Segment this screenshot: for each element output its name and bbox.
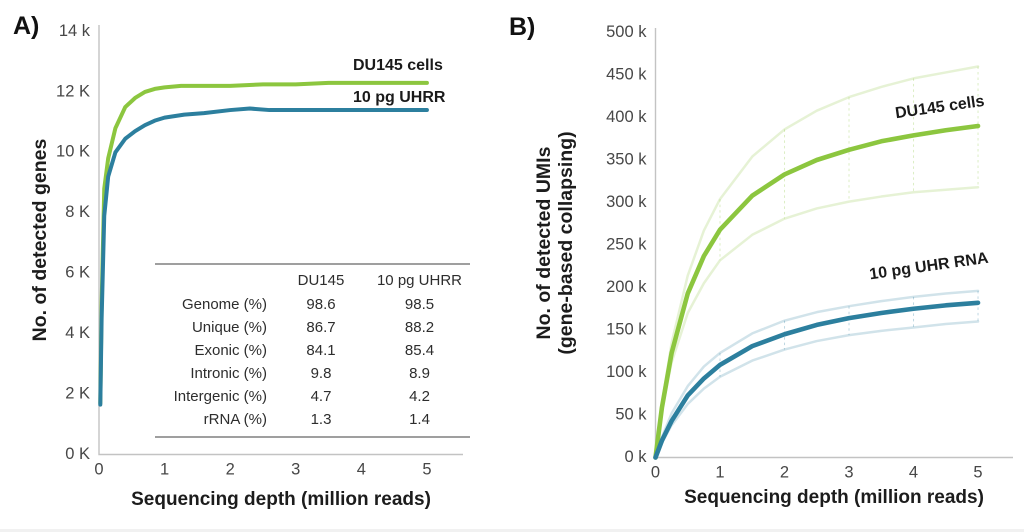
y-tick-label-panel-a: 4 K	[65, 324, 90, 342]
table-row: rRNA (%) 1.3 1.4	[155, 408, 470, 431]
series-du145-cells	[98, 80, 429, 406]
series-10-pg-uhrr	[98, 106, 429, 407]
table-row-label: Intronic (%)	[190, 365, 267, 382]
table-row-label: rRNA (%)	[203, 411, 267, 428]
axis-lines-panel-b	[654, 28, 1013, 459]
table-cell-du145: 86.7	[306, 319, 336, 336]
x-tick-label-panel-b: 2	[780, 464, 789, 482]
x-tick-label-panel-a: 3	[291, 461, 300, 479]
table-row: Genome (%) 98.6 98.5	[155, 293, 470, 316]
y-tick-label-panel-b: 500 k	[606, 23, 647, 41]
table-header-du145: DU145	[297, 271, 345, 289]
y-tick-label-panel-a: 10 K	[56, 143, 90, 161]
axis-lines-panel-a	[98, 25, 463, 456]
inset-table: DU145 10 pg UHRR Genome (%) 98.6 98.5 Un…	[155, 263, 470, 438]
table-cell-uhrr: 88.2	[404, 319, 435, 336]
x-tick-label-panel-b: 0	[651, 464, 660, 482]
y-tick-label-panel-a: 2 K	[65, 384, 90, 402]
panel-a-x-axis-title: Sequencing depth (million reads)	[131, 489, 431, 510]
y-tick-label-panel-b: 250 k	[606, 235, 647, 253]
table-cell-du145: 9.8	[310, 365, 332, 382]
y-tick-label-panel-a: 14 k	[59, 22, 91, 40]
y-tick-label-panel-a: 12 K	[56, 82, 90, 100]
table-row-label: Unique (%)	[191, 319, 267, 336]
panel-b-y-axis-title-line2: (gene-based collapsing)	[555, 131, 577, 355]
table-row-label: Exonic (%)	[194, 342, 267, 359]
y-tick-label-panel-b: 150 k	[606, 320, 647, 338]
panel-a-letter: A)	[13, 12, 40, 40]
x-tick-label-panel-b: 4	[909, 464, 918, 482]
panel-a-curve-label-du145: DU145 cells	[353, 57, 443, 74]
table-row: Intergenic (%) 4.7 4.2	[155, 385, 470, 408]
y-tick-label-panel-b: 450 k	[606, 65, 647, 83]
y-tick-label-panel-a: 8 K	[65, 203, 90, 221]
table-cell-uhrr: 85.4	[404, 342, 435, 359]
panel-a-y-axis-title: No. of detected genes	[29, 138, 51, 342]
series-10-pg-uhr-rna-lower-band	[654, 320, 980, 459]
x-tick-label-panel-a: 2	[226, 461, 235, 479]
table-cell-uhrr: 8.9	[409, 365, 430, 382]
table-cell-uhrr: 1.4	[409, 411, 430, 428]
x-tick-label-panel-a: 0	[94, 461, 103, 479]
series-du145-cells	[653, 123, 981, 460]
x-tick-label-panel-b: 3	[844, 464, 853, 482]
panel-a-curve-label-uhrr: 10 pg UHRR	[353, 89, 446, 106]
x-tick-label-panel-b: 1	[715, 464, 724, 482]
table-row: Unique (%) 86.7 88.2	[155, 316, 470, 339]
x-tick-label-panel-a: 1	[160, 461, 169, 479]
series-10-pg-uhr-rna	[653, 300, 981, 460]
y-tick-label-panel-b: 300 k	[606, 193, 647, 211]
table-row: Exonic (%) 84.1 85.4	[155, 339, 470, 362]
y-tick-label-panel-b: 50 k	[615, 405, 647, 423]
y-tick-label-panel-a: 6 K	[65, 264, 90, 282]
series-du145-cells-lower-band	[654, 185, 980, 459]
y-tick-label-panel-b: 200 k	[606, 278, 647, 296]
table-cell-du145: 98.6	[306, 296, 336, 313]
table-row-label: Genome (%)	[181, 296, 267, 313]
y-tick-label-panel-a: 0 K	[65, 445, 90, 463]
table-header-row: DU145 10 pg UHRR	[155, 265, 470, 293]
panel-b-letter: B)	[509, 13, 536, 41]
series-10-pg-uhr-rna-upper-band	[654, 289, 980, 459]
table-cell-du145: 1.3	[310, 411, 332, 428]
y-tick-label-panel-b: 400 k	[606, 108, 647, 126]
table-row-label: Intergenic (%)	[173, 388, 267, 405]
table-row: Intronic (%) 9.8 8.9	[155, 362, 470, 385]
y-tick-label-panel-b: 350 k	[606, 150, 647, 168]
table-cell-uhrr: 98.5	[404, 296, 435, 313]
y-tick-label-panel-b: 0 k	[624, 448, 647, 466]
table-cell-du145: 84.1	[306, 342, 336, 359]
figure-bottom-edge	[0, 529, 1024, 532]
panel-b-y-axis-title-line1: No. of detected UMIs	[533, 146, 555, 340]
y-tick-label-panel-b: 100 k	[606, 363, 647, 381]
x-tick-label-panel-a: 5	[422, 461, 431, 479]
table-header-uhrr: 10 pg UHRR	[376, 271, 463, 289]
table-cell-du145: 4.7	[310, 388, 332, 405]
panel-b-x-axis-title: Sequencing depth (million reads)	[684, 487, 984, 508]
series-du145-cells-upper-band	[654, 65, 980, 459]
x-tick-label-panel-a: 4	[357, 461, 366, 479]
panel-b-y-axis-title: No. of detected UMIs (gene-based collaps…	[533, 33, 577, 453]
x-tick-label-panel-b: 5	[973, 464, 982, 482]
table-cell-uhrr: 4.2	[409, 388, 430, 405]
